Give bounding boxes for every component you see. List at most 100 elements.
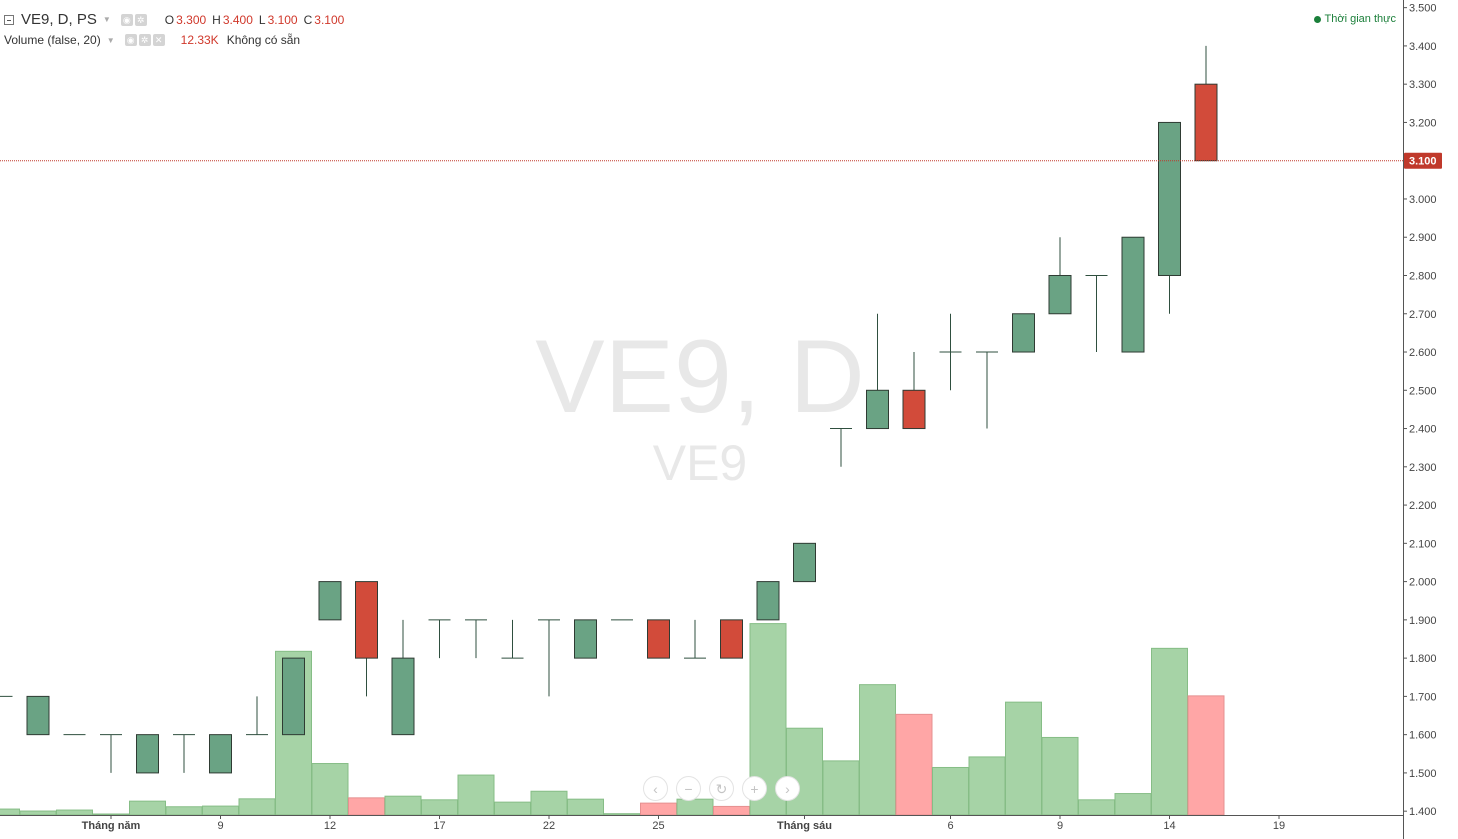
watermark-sub: VE9 — [653, 435, 748, 491]
last-price-badge — [1404, 152, 1442, 169]
volume-bar — [19, 810, 57, 816]
gear-icon[interactable]: ✲ — [134, 13, 147, 26]
candle-body — [574, 619, 597, 659]
y-tick-label: 1.700 — [1409, 691, 1437, 703]
x-tick-label: Tháng năm — [82, 820, 141, 832]
ohlc-key: H — [212, 12, 221, 27]
candle-body — [282, 657, 305, 736]
volume-bar — [603, 813, 641, 816]
x-tick-label: 9 — [1057, 820, 1063, 832]
symbol-legend: VE9, D, PS ▼ ◉ ✲ O 3.300 H 3.400 L 3.100 C 3.10… — [4, 11, 344, 28]
y-tick-label: 2.100 — [1409, 538, 1437, 550]
x-tick-label: 6 — [947, 820, 953, 832]
volume-bar — [932, 766, 969, 816]
candle-body — [318, 581, 342, 621]
volume-bar — [859, 684, 896, 816]
close-icon[interactable]: ✕ — [152, 34, 165, 46]
chevron-down-icon[interactable]: ▼ — [102, 15, 111, 24]
y-tick-label: 3.400 — [1409, 41, 1437, 53]
status-dot-icon — [1313, 15, 1321, 23]
y-tick-label: 1.500 — [1409, 768, 1437, 780]
volume-bar — [1041, 736, 1079, 816]
x-tick-label: Tháng sáu — [777, 820, 832, 832]
minus-icon[interactable]: − — [676, 776, 701, 801]
volume-bar — [895, 713, 933, 816]
volume-bar — [1078, 799, 1115, 816]
y-tick-label: 2.300 — [1409, 462, 1437, 474]
eye-icon[interactable]: ◉ — [120, 13, 133, 26]
volume-bar — [165, 806, 203, 816]
volume-bar — [676, 798, 714, 816]
candles — [0, 45, 1218, 774]
volume-bar — [494, 801, 531, 816]
chevron-down-icon[interactable]: ▼ — [106, 35, 115, 45]
volume-label[interactable]: Volume (false, 20) — [4, 33, 101, 47]
ohlc-key: L — [258, 12, 266, 27]
candle-body — [902, 389, 926, 430]
volume-bar — [822, 760, 860, 816]
y-tick-label: 2.900 — [1409, 232, 1437, 244]
x-tick-label: 22 — [543, 820, 555, 832]
plus-icon[interactable]: + — [742, 776, 767, 801]
candle-body — [1048, 274, 1072, 315]
ohlc-value: 3.100 — [267, 12, 298, 27]
volume-tools: ◉ ✲ ✕ — [124, 34, 165, 46]
eye-icon[interactable]: ◉ — [124, 34, 137, 46]
volume-bar — [1151, 647, 1188, 816]
y-tick-label: 1.800 — [1409, 653, 1437, 665]
x-tick-label: 17 — [433, 820, 445, 832]
y-tick-label: 3.500 — [1409, 3, 1437, 15]
x-tick-label: 9 — [217, 820, 223, 832]
volume-bar — [384, 795, 422, 816]
chevron-left-icon[interactable]: ‹ — [643, 776, 668, 801]
symbol-tools: ◉ ✲ — [120, 13, 147, 26]
y-tick-label: 2.700 — [1409, 309, 1437, 321]
y-tick-label: 3.300 — [1409, 79, 1437, 91]
candle-body — [1121, 236, 1145, 353]
x-tick-label: 25 — [652, 820, 664, 832]
x-tick-label: 19 — [1273, 820, 1285, 832]
volume-bar — [311, 763, 349, 816]
volume-bar — [202, 805, 239, 816]
y-tick-label: 2.800 — [1409, 270, 1437, 282]
symbol-title[interactable]: VE9, D, PS — [21, 11, 97, 28]
minus-square-icon[interactable] — [4, 14, 14, 25]
volume-bar — [1114, 793, 1152, 816]
y-tick-label: 2.600 — [1409, 347, 1437, 359]
ohlc-value: 3.400 — [222, 12, 253, 27]
candle-body — [1194, 83, 1218, 162]
reset-icon[interactable]: ↻ — [709, 776, 734, 801]
y-tick-label: 1.400 — [1409, 806, 1437, 818]
volume-bar — [457, 774, 495, 816]
volume-legend: Volume (false, 20) ▼ ◉ ✲ ✕ 12.33K Không … — [4, 33, 300, 47]
y-tick-label: 3.000 — [1409, 194, 1437, 206]
gear-icon[interactable]: ✲ — [138, 34, 151, 46]
ohlc-value: 3.300 — [176, 12, 207, 27]
x-tick-label: 14 — [1163, 820, 1175, 832]
watermark-main: VE9, D — [535, 319, 864, 435]
candle-body — [793, 542, 816, 583]
volume-bar — [530, 790, 568, 816]
candle-body — [866, 389, 889, 430]
volume-status: Không có sẵn — [226, 33, 301, 47]
candle-body — [1158, 121, 1181, 276]
y-tick-label: 1.600 — [1409, 730, 1437, 742]
volume-bar — [1187, 695, 1225, 816]
volume-bar — [56, 809, 93, 816]
candle-body — [756, 581, 780, 621]
last-price-label: 3.100 — [1409, 156, 1437, 168]
y-tick-label: 2.500 — [1409, 385, 1437, 397]
volume-bars — [0, 623, 1225, 816]
y-tick-label: 3.200 — [1409, 117, 1437, 129]
volume-bar — [1005, 701, 1042, 816]
volume-bar — [567, 798, 604, 816]
chart-navigation: ‹ − ↻ + › — [643, 776, 800, 801]
volume-bar — [238, 798, 276, 816]
volume-bar — [640, 802, 677, 816]
candle-body — [720, 619, 743, 659]
ohlc-value: 3.100 — [314, 12, 345, 27]
chevron-right-icon[interactable]: › — [775, 776, 800, 801]
